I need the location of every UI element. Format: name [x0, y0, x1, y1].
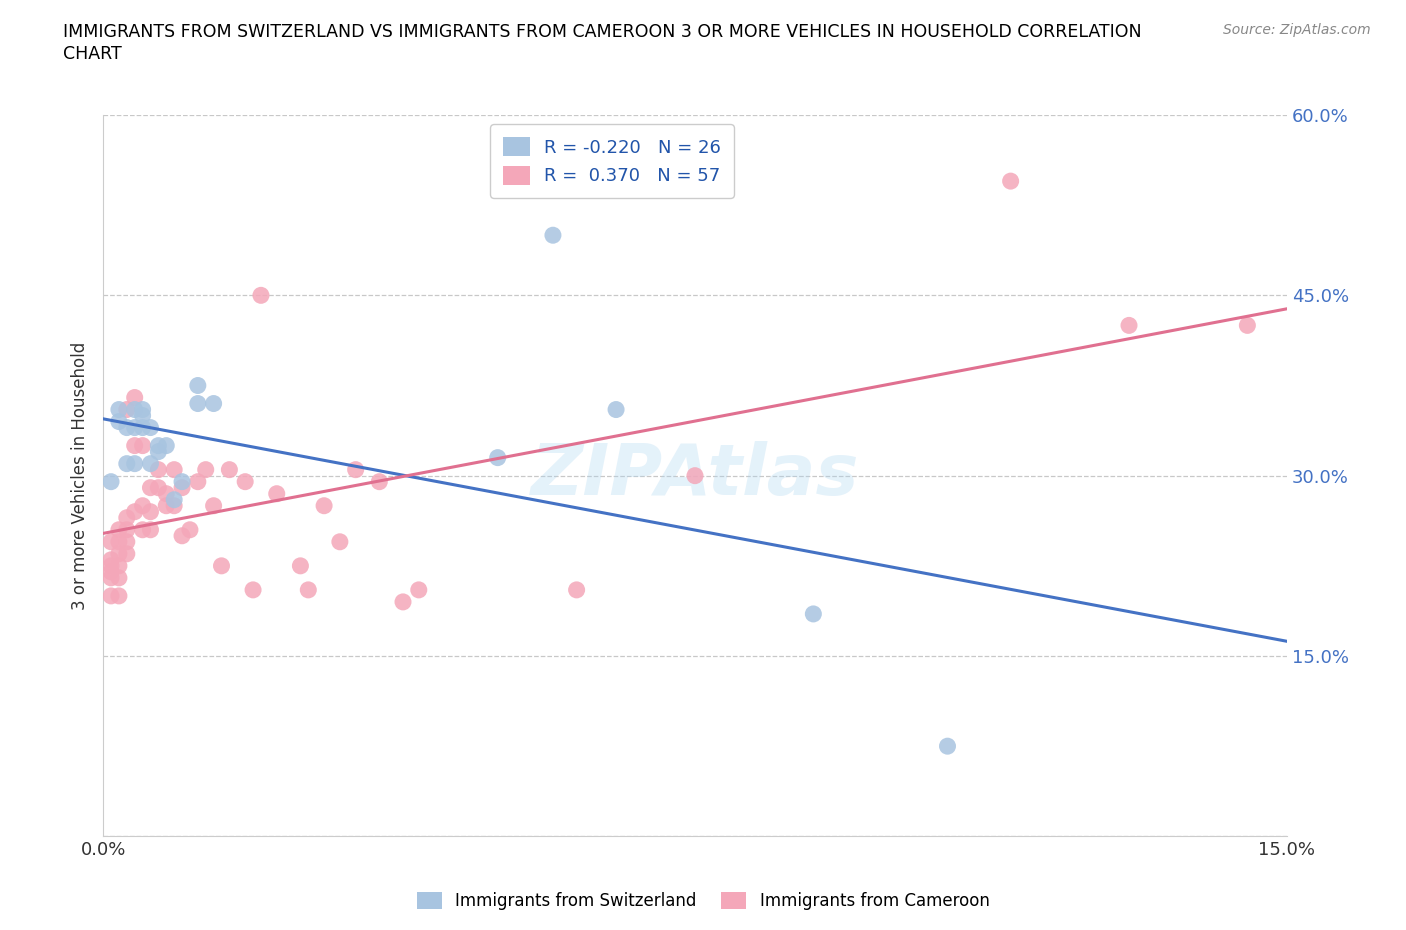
Text: ZIPAtlas: ZIPAtlas: [530, 441, 859, 511]
Point: [242, 582, 264, 597]
Point: [124, 420, 146, 435]
Point: [115, 546, 138, 561]
Text: CHART: CHART: [63, 45, 122, 62]
Point: [139, 523, 162, 538]
Point: [218, 462, 240, 477]
Point: [187, 474, 209, 489]
Point: [124, 438, 146, 453]
Point: [202, 498, 225, 513]
Point: [233, 474, 256, 489]
Point: [100, 552, 122, 567]
Text: IMMIGRANTS FROM SWITZERLAND VS IMMIGRANTS FROM CAMEROON 3 OR MORE VEHICLES IN HO: IMMIGRANTS FROM SWITZERLAND VS IMMIGRANT…: [63, 23, 1142, 41]
Point: [1236, 318, 1258, 333]
Point: [148, 462, 170, 477]
Point: [124, 402, 146, 417]
Point: [163, 498, 186, 513]
Point: [108, 570, 131, 585]
Point: [100, 535, 122, 550]
Point: [108, 402, 131, 417]
Point: [266, 486, 288, 501]
Point: [100, 570, 122, 585]
Point: [139, 480, 162, 495]
Point: [408, 582, 430, 597]
Point: [936, 738, 959, 753]
Point: [163, 492, 186, 507]
Point: [187, 379, 209, 393]
Point: [170, 528, 193, 543]
Point: [1118, 318, 1140, 333]
Point: [170, 474, 193, 489]
Point: [131, 498, 153, 513]
Point: [148, 480, 170, 495]
Point: [297, 582, 319, 597]
Point: [108, 558, 131, 573]
Point: [115, 511, 138, 525]
Point: [565, 582, 588, 597]
Point: [314, 498, 336, 513]
Legend: Immigrants from Switzerland, Immigrants from Cameroon: Immigrants from Switzerland, Immigrants …: [411, 885, 995, 917]
Point: [683, 468, 706, 483]
Point: [115, 402, 138, 417]
Point: [115, 523, 138, 538]
Point: [131, 402, 153, 417]
Point: [605, 402, 627, 417]
Point: [290, 558, 312, 573]
Text: Source: ZipAtlas.com: Source: ZipAtlas.com: [1223, 23, 1371, 37]
Point: [131, 438, 153, 453]
Point: [108, 535, 131, 550]
Point: [392, 594, 415, 609]
Point: [250, 288, 273, 303]
Point: [194, 462, 217, 477]
Point: [148, 445, 170, 459]
Point: [163, 462, 186, 477]
Point: [170, 480, 193, 495]
Point: [131, 420, 153, 435]
Point: [179, 523, 201, 538]
Point: [108, 546, 131, 561]
Point: [368, 474, 391, 489]
Point: [108, 523, 131, 538]
Point: [139, 457, 162, 472]
Point: [124, 504, 146, 519]
Point: [115, 535, 138, 550]
Point: [801, 606, 824, 621]
Point: [100, 558, 122, 573]
Point: [108, 414, 131, 429]
Point: [148, 438, 170, 453]
Point: [100, 565, 122, 579]
Point: [202, 396, 225, 411]
Point: [131, 523, 153, 538]
Point: [541, 228, 564, 243]
Point: [131, 408, 153, 423]
Legend: R = -0.220   N = 26, R =  0.370   N = 57: R = -0.220 N = 26, R = 0.370 N = 57: [491, 124, 734, 198]
Point: [115, 457, 138, 472]
Point: [115, 420, 138, 435]
Point: [344, 462, 367, 477]
Point: [124, 390, 146, 405]
Point: [486, 450, 509, 465]
Point: [100, 589, 122, 604]
Point: [155, 486, 177, 501]
Point: [187, 396, 209, 411]
Point: [329, 535, 352, 550]
Point: [139, 420, 162, 435]
Point: [100, 474, 122, 489]
Point: [124, 457, 146, 472]
Point: [155, 498, 177, 513]
Point: [1000, 174, 1022, 189]
Point: [211, 558, 233, 573]
Point: [139, 504, 162, 519]
Point: [108, 589, 131, 604]
Y-axis label: 3 or more Vehicles in Household: 3 or more Vehicles in Household: [72, 341, 89, 610]
Point: [155, 438, 177, 453]
